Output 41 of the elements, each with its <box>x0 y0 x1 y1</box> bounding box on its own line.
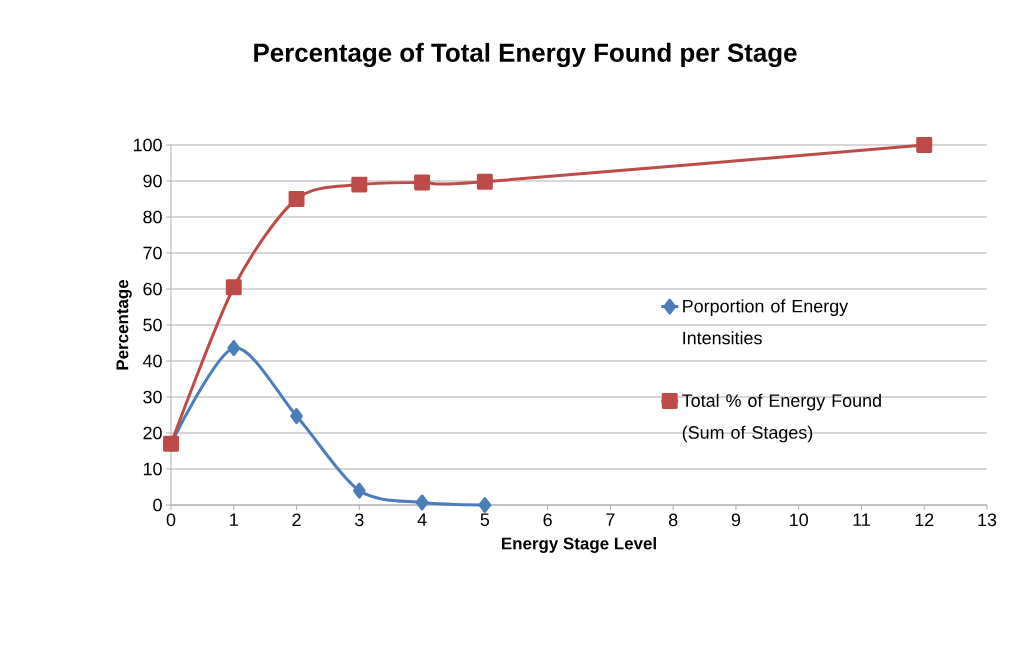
x-tick-label: 11 <box>853 513 870 526</box>
x-tick-label: 5 <box>480 513 490 527</box>
x-tick-label: 1 <box>230 513 238 526</box>
point <box>414 174 431 191</box>
x-tick-label: 3 <box>355 513 364 527</box>
point <box>227 340 241 357</box>
point <box>476 173 493 190</box>
legend-label: Porportion of Energy Intensities <box>683 299 849 345</box>
y-tick-label: 10 <box>143 462 162 476</box>
y-tick-label: 80 <box>143 210 162 224</box>
point <box>415 494 429 511</box>
point <box>290 408 303 425</box>
y-tick-label: 40 <box>142 354 162 368</box>
x-tick-label: 9 <box>731 513 741 527</box>
x-tick-label: 7 <box>606 513 615 526</box>
chart-title: Percentage of Total Energy Found per Stage <box>254 42 797 68</box>
y-tick-label: 90 <box>143 174 162 188</box>
x-tick-label: 12 <box>915 513 934 527</box>
point <box>478 497 492 513</box>
x-tick-label: 6 <box>543 513 552 527</box>
y-axis-title: Percentage <box>116 279 132 370</box>
point <box>352 482 366 499</box>
point <box>351 176 368 193</box>
x-tick-label: 8 <box>668 513 678 527</box>
y-tick-label: 50 <box>143 318 162 332</box>
point <box>916 137 933 153</box>
x-tick-label: 0 <box>166 513 176 527</box>
y-tick-label: 20 <box>143 426 162 440</box>
y-tick-label: 30 <box>143 390 162 404</box>
y-tick-label: 70 <box>143 246 162 260</box>
x-tick-label: 10 <box>790 513 808 527</box>
x-axis-title: Energy Stage Level <box>502 537 656 553</box>
point <box>225 279 242 296</box>
point <box>288 191 305 207</box>
legend-label: Total % of Energy Found (Sum of Stages) <box>682 393 881 443</box>
x-tick-label: 13 <box>978 513 997 527</box>
x-tick-label: 2 <box>292 513 301 527</box>
y-tick-label: 0 <box>153 498 162 512</box>
y-tick-label: 100 <box>133 138 162 152</box>
x-tick-label: 4 <box>417 513 427 526</box>
y-tick-label: 60 <box>143 282 162 296</box>
